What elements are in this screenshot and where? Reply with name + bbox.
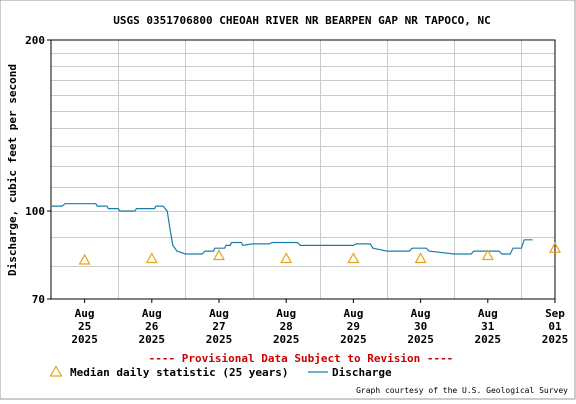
chart-title: USGS 0351706800 CHEOAH RIVER NR BEARPEN … — [113, 14, 491, 27]
x-tick-label: Aug 28 2025 — [273, 307, 300, 346]
median-point — [280, 252, 293, 264]
x-tick-label: Aug 29 2025 — [340, 307, 367, 346]
y-axis-label: Discharge, cubic feet per second — [6, 64, 19, 276]
legend-median-marker — [49, 365, 63, 377]
credit-text: Graph courtesy of the U.S. Geological Su… — [356, 386, 568, 395]
series — [51, 203, 562, 265]
provisional-note: ---- Provisional Data Subject to Revisio… — [149, 352, 454, 365]
legend-median-label: Median daily statistic (25 years) — [70, 366, 289, 379]
grid — [51, 40, 555, 299]
x-tick-label: Aug 30 2025 — [407, 307, 434, 346]
median-point — [78, 253, 91, 265]
x-tick-label: Aug 31 2025 — [475, 307, 502, 346]
median-point — [212, 249, 226, 261]
x-tick-label: Sep 01 2025 — [542, 307, 569, 346]
plot-frame — [50, 39, 556, 300]
x-tick-label: Aug 25 2025 — [71, 307, 98, 346]
legend: Median daily statistic (25 years) Discha… — [49, 365, 392, 379]
y-tick-label: 100 — [25, 205, 45, 218]
x-axis-ticks: Aug 25 2025 Aug 26 2025 Aug 27 2025 Aug 28 2025 Aug 2… — [71, 299, 568, 346]
median-point — [414, 252, 427, 264]
legend-discharge-label: Discharge — [332, 366, 392, 379]
y-axis-ticks: 70 100 200 — [25, 34, 51, 306]
y-tick-label: 70 — [32, 293, 45, 306]
y-tick-label: 200 — [25, 34, 45, 47]
x-tick-label: Aug 26 2025 — [139, 307, 166, 346]
median-point — [145, 252, 158, 264]
x-tick-label: Aug 27 2025 — [206, 307, 233, 346]
discharge-line — [51, 203, 533, 255]
median-point — [548, 241, 562, 253]
median-point — [347, 252, 360, 264]
median-point — [481, 249, 494, 261]
